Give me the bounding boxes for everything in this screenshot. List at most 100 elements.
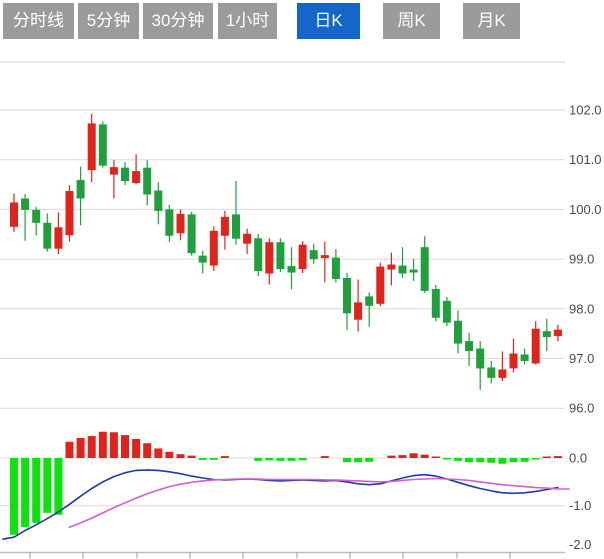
candle-body bbox=[87, 123, 96, 171]
macd-bar bbox=[43, 458, 52, 513]
macd-bar bbox=[553, 456, 562, 458]
macd-bar bbox=[143, 443, 152, 458]
macd-tick-label: 0.0 bbox=[569, 451, 587, 466]
macd-bar bbox=[343, 458, 351, 463]
macd-histogram bbox=[10, 431, 562, 535]
candle-body bbox=[187, 214, 196, 254]
macd-bar bbox=[65, 441, 74, 458]
macd-bar bbox=[431, 456, 440, 458]
macd-bar bbox=[409, 453, 418, 458]
macd-bar bbox=[220, 456, 229, 458]
tab-period-0[interactable]: 分时线 bbox=[3, 3, 74, 39]
dea-line bbox=[68, 477, 570, 529]
candle-body bbox=[154, 190, 163, 211]
candle-body bbox=[531, 328, 540, 364]
candle-body bbox=[265, 242, 274, 274]
price-tick-label: 102.0 bbox=[569, 103, 602, 118]
macd-bar bbox=[298, 458, 307, 461]
candle-body bbox=[32, 209, 41, 223]
period-tab-bar: 分时线 5分钟 30分钟 1小时 日K 周K 月K bbox=[0, 0, 604, 42]
price-tick-label: 97.0 bbox=[569, 351, 594, 366]
candle-body bbox=[65, 191, 74, 236]
candle-body bbox=[43, 222, 52, 249]
macd-tick-label: -2.0 bbox=[569, 537, 591, 552]
dif-line bbox=[2, 469, 559, 540]
macd-bar bbox=[265, 458, 274, 461]
candle-body bbox=[454, 320, 462, 344]
price-tick-label: 96.0 bbox=[569, 401, 594, 416]
candle-body bbox=[320, 255, 329, 259]
macd-axis-labels: 0.0 -1.0 -2.0 bbox=[569, 451, 591, 553]
candle-body bbox=[276, 242, 285, 270]
macd-bar bbox=[98, 431, 107, 458]
candle-body bbox=[243, 233, 252, 244]
candle-body bbox=[398, 265, 407, 274]
tab-period-3[interactable]: 1小时 bbox=[218, 3, 277, 39]
macd-bar bbox=[520, 458, 529, 462]
macd-bar bbox=[21, 458, 30, 528]
candle-body bbox=[309, 250, 318, 260]
macd-bar bbox=[187, 455, 196, 458]
macd-bar bbox=[109, 432, 118, 458]
macd-bar bbox=[487, 458, 496, 463]
candlestick-series bbox=[10, 113, 562, 390]
candle-body bbox=[354, 302, 363, 320]
candle-body bbox=[509, 353, 518, 369]
candle-body bbox=[220, 216, 229, 236]
candle-body bbox=[442, 300, 451, 323]
candle-body bbox=[109, 167, 118, 175]
tab-period-2[interactable]: 30分钟 bbox=[143, 3, 213, 39]
candle-body bbox=[409, 269, 418, 273]
candle-body bbox=[198, 255, 207, 263]
candle-body bbox=[520, 354, 529, 361]
candle-body bbox=[553, 329, 562, 337]
macd-bar bbox=[10, 458, 18, 535]
macd-bar bbox=[87, 436, 96, 458]
candle-body bbox=[121, 167, 129, 182]
candle-body bbox=[298, 244, 307, 270]
candle-body bbox=[420, 247, 429, 291]
macd-bar bbox=[198, 458, 207, 460]
macd-bar bbox=[254, 458, 263, 461]
candle-body bbox=[132, 171, 141, 184]
macd-tick-label: -1.0 bbox=[569, 498, 591, 513]
macd-bar bbox=[365, 458, 374, 462]
candle-body bbox=[76, 180, 85, 199]
candle-body bbox=[465, 341, 474, 352]
macd-bar bbox=[531, 458, 540, 460]
macd-bar bbox=[509, 458, 518, 463]
macd-bar bbox=[498, 458, 507, 464]
price-tick-label: 101.0 bbox=[569, 152, 602, 167]
price-tick-label: 98.0 bbox=[569, 301, 594, 316]
candle-body bbox=[98, 124, 107, 166]
price-tick-label: 100.0 bbox=[569, 202, 602, 217]
x-axis-ticks bbox=[29, 552, 511, 559]
price-tick-label: 99.0 bbox=[569, 252, 594, 267]
candle-body bbox=[176, 213, 185, 234]
candle-body bbox=[232, 214, 240, 239]
candle-body bbox=[343, 277, 351, 314]
tab-period-6[interactable]: 月K bbox=[463, 3, 520, 39]
price-axis-labels: 102.0 101.0 100.0 99.0 98.0 97.0 96.0 bbox=[569, 103, 602, 416]
macd-bar bbox=[320, 456, 329, 458]
macd-bar bbox=[442, 458, 451, 460]
tab-period-1[interactable]: 5分钟 bbox=[78, 3, 139, 39]
macd-bar bbox=[32, 458, 41, 523]
candle-body bbox=[487, 367, 496, 378]
macd-bar bbox=[542, 456, 551, 458]
macd-bar bbox=[476, 458, 485, 463]
candle-body bbox=[209, 230, 218, 266]
tab-period-4-active[interactable]: 日K bbox=[297, 3, 360, 39]
macd-bar bbox=[209, 458, 218, 460]
candle-body bbox=[376, 266, 385, 304]
macd-bar bbox=[287, 458, 296, 461]
candle-body bbox=[542, 331, 551, 338]
candle-body bbox=[387, 264, 396, 270]
tab-period-5[interactable]: 周K bbox=[383, 3, 440, 39]
candle-body bbox=[331, 257, 340, 279]
macd-bar bbox=[387, 455, 396, 458]
macd-bar bbox=[465, 458, 474, 463]
macd-bar bbox=[276, 458, 285, 461]
